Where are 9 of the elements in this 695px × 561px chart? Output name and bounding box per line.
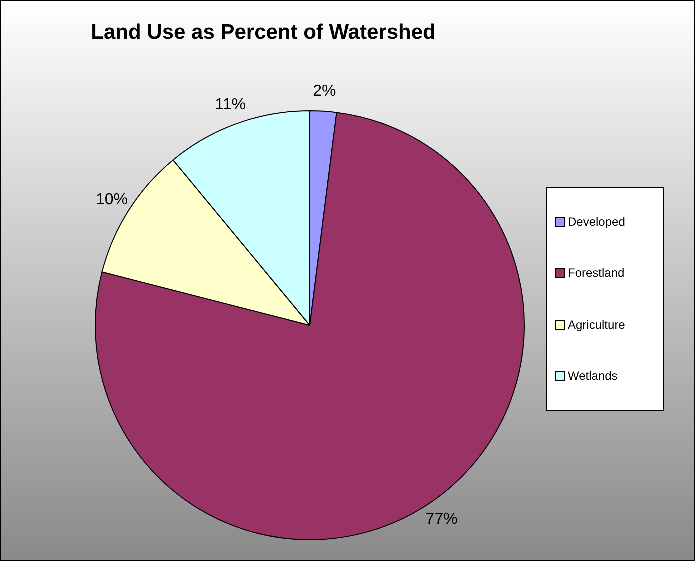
data-label: 2% <box>313 82 336 100</box>
legend-label: Developed <box>568 214 626 229</box>
legend-label: Forestland <box>568 266 625 280</box>
legend-label: Wetlands <box>568 369 618 384</box>
chart-title: Land Use as Percent of Watershed <box>90 21 437 45</box>
data-label: 10% <box>96 191 128 208</box>
data-label: 77% <box>426 510 458 528</box>
data-label: 11% <box>215 96 246 114</box>
legend-label: Agriculture <box>568 318 626 332</box>
